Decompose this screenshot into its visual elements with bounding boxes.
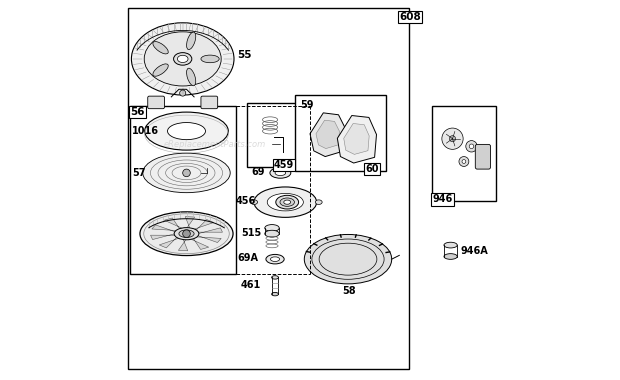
Ellipse shape (187, 68, 196, 86)
Bar (294, 95, 386, 171)
Ellipse shape (267, 193, 303, 211)
Text: 55: 55 (237, 50, 252, 60)
Ellipse shape (179, 230, 194, 238)
Text: 459: 459 (274, 160, 294, 170)
Polygon shape (185, 217, 195, 229)
Ellipse shape (201, 55, 219, 63)
Polygon shape (159, 237, 180, 248)
Polygon shape (179, 239, 188, 251)
Ellipse shape (177, 55, 188, 63)
Ellipse shape (254, 187, 317, 217)
Circle shape (462, 160, 466, 163)
Text: 57: 57 (132, 168, 146, 178)
Circle shape (466, 141, 477, 152)
Ellipse shape (187, 32, 196, 49)
Ellipse shape (316, 200, 322, 204)
Ellipse shape (265, 225, 279, 231)
Circle shape (180, 90, 186, 96)
Polygon shape (196, 236, 221, 242)
Text: 1016: 1016 (132, 126, 159, 136)
Ellipse shape (174, 228, 199, 240)
Ellipse shape (275, 170, 286, 176)
Polygon shape (343, 124, 369, 154)
Bar (130, 106, 236, 274)
Circle shape (183, 169, 190, 177)
Polygon shape (310, 113, 346, 157)
Circle shape (183, 230, 190, 238)
Ellipse shape (304, 234, 392, 284)
Text: 608: 608 (399, 12, 421, 22)
Polygon shape (337, 116, 376, 163)
Text: 60: 60 (365, 164, 379, 174)
Text: 58: 58 (342, 287, 356, 296)
Ellipse shape (444, 254, 457, 259)
Ellipse shape (250, 200, 257, 204)
Circle shape (459, 157, 469, 166)
Ellipse shape (265, 230, 279, 237)
Ellipse shape (272, 276, 278, 279)
Polygon shape (190, 238, 209, 249)
Ellipse shape (174, 53, 192, 65)
Ellipse shape (153, 41, 168, 54)
Text: 461: 461 (241, 280, 261, 290)
Ellipse shape (276, 195, 299, 209)
Ellipse shape (153, 64, 168, 76)
Bar (128, 8, 409, 369)
Text: 69: 69 (251, 167, 265, 177)
Polygon shape (151, 234, 175, 239)
Polygon shape (316, 120, 340, 149)
Bar (432, 106, 496, 201)
Text: 946: 946 (432, 195, 453, 204)
Ellipse shape (444, 242, 457, 248)
Ellipse shape (144, 112, 228, 150)
Ellipse shape (144, 214, 229, 254)
Ellipse shape (144, 32, 221, 86)
Ellipse shape (143, 153, 230, 193)
Ellipse shape (284, 200, 291, 204)
Polygon shape (152, 225, 177, 232)
Ellipse shape (140, 212, 233, 255)
Ellipse shape (270, 257, 280, 261)
Text: 59: 59 (301, 100, 314, 109)
Polygon shape (197, 228, 223, 234)
Circle shape (442, 128, 463, 149)
Ellipse shape (280, 198, 294, 206)
Ellipse shape (131, 23, 234, 95)
Polygon shape (193, 220, 214, 231)
FancyBboxPatch shape (201, 96, 218, 109)
FancyBboxPatch shape (148, 96, 164, 109)
Text: eReplacementParts.com: eReplacementParts.com (164, 140, 266, 149)
Text: 515: 515 (241, 228, 261, 238)
Circle shape (469, 144, 474, 149)
FancyBboxPatch shape (476, 144, 490, 169)
Text: 456: 456 (236, 196, 256, 206)
Ellipse shape (272, 293, 278, 296)
Ellipse shape (266, 255, 284, 264)
Ellipse shape (270, 168, 291, 178)
Text: 56: 56 (131, 107, 145, 117)
Polygon shape (164, 218, 183, 230)
Bar (247, 103, 304, 167)
Text: 946A: 946A (460, 246, 488, 256)
Ellipse shape (167, 122, 205, 140)
Text: 69A: 69A (238, 253, 259, 263)
Circle shape (450, 136, 456, 142)
